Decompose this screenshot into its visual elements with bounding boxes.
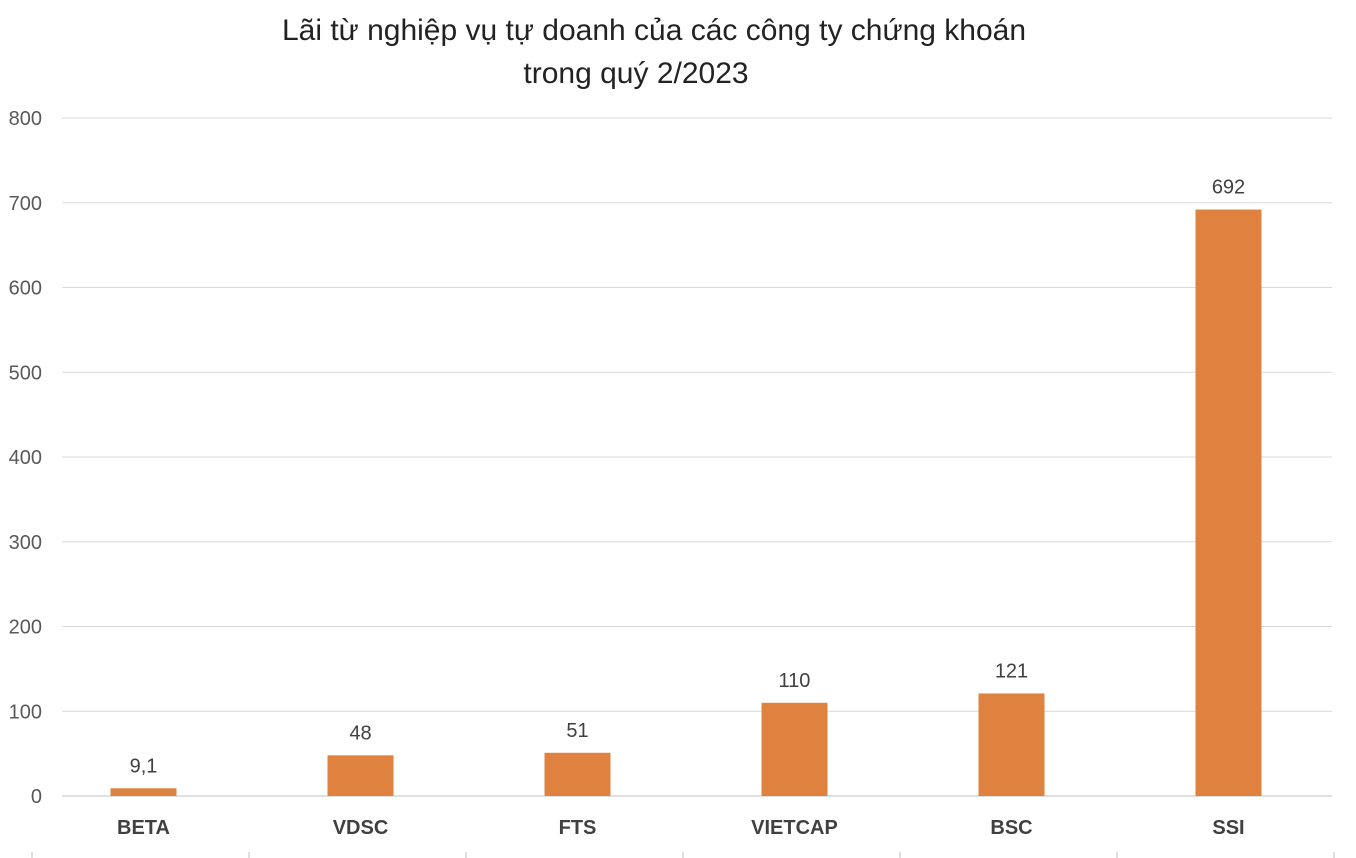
bar-vdsc — [327, 755, 394, 796]
data-label-vdsc: 48 — [349, 722, 371, 744]
y-axis-ticks: 0 100 200 300 400 500 600 700 800 — [9, 108, 42, 808]
y-tick-label: 800 — [9, 108, 42, 130]
bar-beta — [110, 788, 177, 796]
x-tick-label-vietcap: VIETCAP — [751, 817, 838, 839]
x-tick-label-ssi: SSI — [1212, 817, 1244, 839]
data-label-beta: 9,1 — [130, 755, 158, 777]
data-label-fts: 51 — [566, 720, 588, 742]
chart-title-line-2: trong quý 2/2023 — [523, 57, 748, 90]
bars — [110, 209, 1262, 796]
x-tick-label-fts: FTS — [559, 817, 597, 839]
x-axis-ticks: BETA VDSC FTS VIETCAP BSC SSI — [117, 817, 1245, 839]
gridlines — [31, 117, 1335, 858]
y-tick-label: 700 — [9, 193, 42, 215]
chart-title-line-1: Lãi từ nghiệp vụ tự doanh của các công t… — [282, 14, 1026, 47]
y-tick-label: 400 — [9, 447, 42, 469]
bar-vietcap — [761, 702, 828, 796]
data-label-bsc: 121 — [995, 660, 1028, 682]
bar-ssi — [1195, 209, 1262, 796]
y-tick-label: 600 — [9, 278, 42, 300]
data-label-ssi: 692 — [1212, 177, 1245, 199]
y-tick-label: 300 — [9, 532, 42, 554]
data-label-vietcap: 110 — [779, 670, 811, 692]
y-tick-label: 500 — [9, 362, 42, 384]
data-labels: 9,1 48 51 110 121 692 — [130, 177, 1246, 778]
bar-fts — [544, 752, 611, 796]
bar-bsc — [978, 693, 1045, 796]
y-tick-label: 0 — [31, 786, 42, 808]
y-tick-label: 200 — [9, 617, 42, 639]
x-tick-label-bsc: BSC — [990, 817, 1032, 839]
x-tick-label-beta: BETA — [117, 817, 170, 839]
y-tick-label: 100 — [9, 701, 42, 723]
x-tick-label-vdsc: VDSC — [333, 817, 389, 839]
